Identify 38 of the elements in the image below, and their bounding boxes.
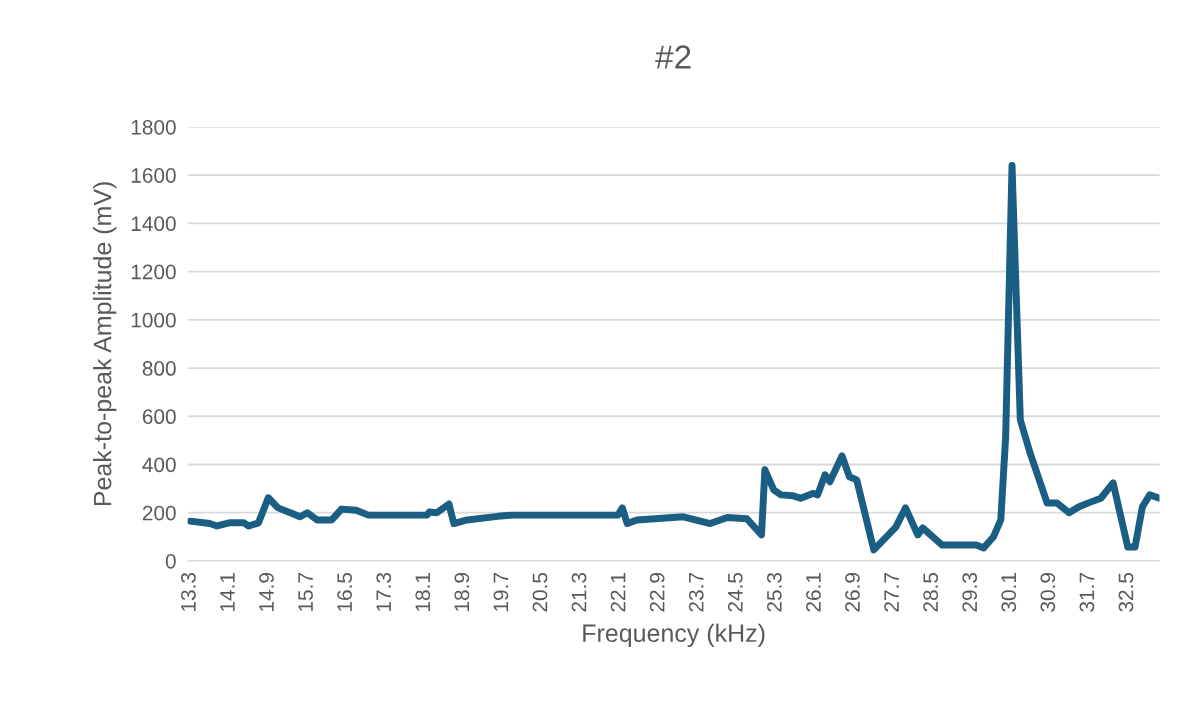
x-tick-label: 14.9 [259,573,274,611]
x-tick-label: 21.3 [571,572,587,612]
x-tick-label: 26.1 [806,573,821,612]
x-tick-label: 19.7 [493,573,509,611]
x-tick-label: 23.7 [688,573,704,612]
x-tick-label: 28.5 [923,572,939,612]
x-tick-label: 25.3 [766,572,782,612]
x-tick-label: 17.3 [376,572,392,611]
y-tick-label: 1000 [131,312,176,328]
x-tick-label: 16.5 [337,572,352,611]
x-tick-label: 26.9 [845,573,860,612]
x-tick-label: 18.1 [415,573,431,611]
y-tick-label: 200 [142,505,176,521]
y-tick-label: 1400 [131,216,176,232]
y-tick-label: 0 [165,553,176,569]
x-tick-label: 24.5 [727,572,743,612]
x-tick-label: 15.7 [298,573,313,611]
x-tick-label: 20.5 [532,572,548,612]
y-tick-label: 1200 [131,264,176,280]
chart-title: #2 [655,45,691,69]
x-tick-label: 30.9 [1040,573,1056,612]
x-tick-label: 22.1 [610,573,626,612]
y-tick-label: 400 [142,457,176,473]
y-tick-label: 1600 [131,168,176,183]
x-tick-label: 13.3 [180,572,196,611]
x-tick-label: 29.3 [962,572,978,612]
y-tick-label: 600 [142,409,176,425]
x-axis-title: Frequency (kHz) [583,623,765,648]
x-tick-label: 22.9 [649,573,665,612]
y-tick-label: 800 [142,361,176,376]
y-axis-title: Peak-to-peak Amplitude (mV) [93,182,117,506]
x-tick-label: 30.1 [1001,573,1017,612]
x-tick-label: 31.7 [1079,573,1095,612]
y-tick-label: 1800 [131,119,176,135]
x-tick-label: 27.7 [884,573,899,612]
x-tick-label: 32.5 [1118,572,1134,612]
x-tick-label: 18.9 [454,573,470,611]
x-tick-label: 14.1 [220,573,235,611]
